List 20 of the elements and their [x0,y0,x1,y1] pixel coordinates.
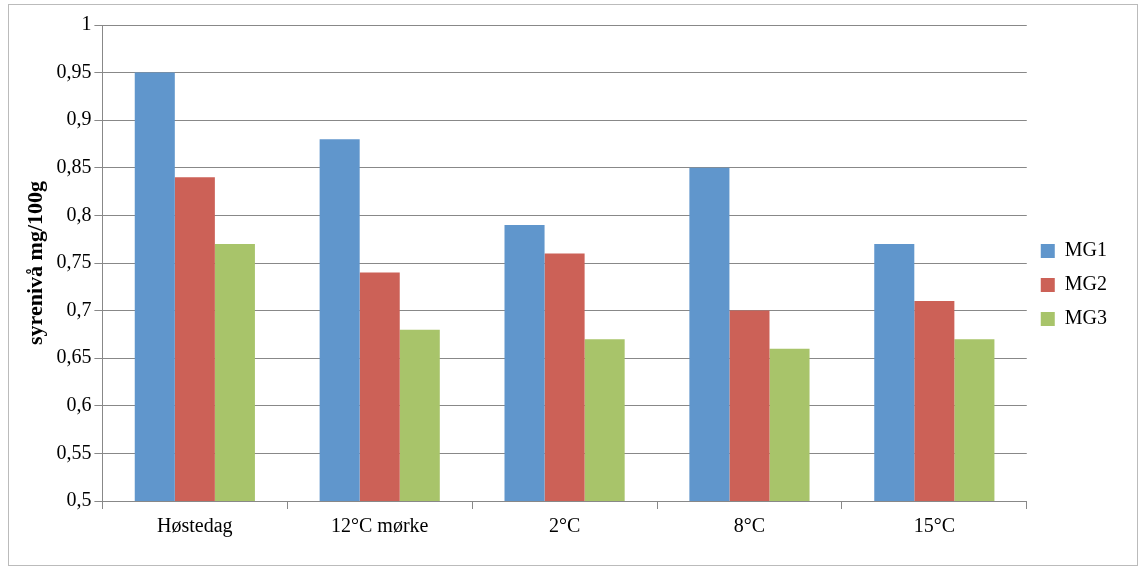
y-tick-label: 0,5 [66,488,92,511]
y-tick-label: 0,9 [66,107,92,130]
y-tick-label: 0,6 [66,393,92,416]
y-tick-label: 0,8 [66,202,92,225]
y-tick-label: 0,7 [66,297,92,320]
y-tick-label: 0,75 [56,250,92,273]
y-axis-title: syrenivå mg/100g [21,181,47,345]
legend-label: MG1 [1064,238,1108,261]
legend-label: MG3 [1064,306,1108,329]
x-tick-label: Høstedag [157,514,233,538]
y-tick-label: 0,65 [56,345,92,368]
x-tick-label: 15°C [913,514,956,537]
x-tick-label: 8°C [733,514,766,537]
x-tick-label: 12°C mørke [330,514,429,537]
x-tick-label: 2°C [548,514,581,537]
y-tick-label: 0,85 [56,155,92,178]
y-tick-label: 0,95 [56,59,92,82]
y-tick-label: 0,55 [56,440,92,463]
y-tick-label: 1 [81,12,92,35]
legend-label: MG2 [1064,272,1108,295]
